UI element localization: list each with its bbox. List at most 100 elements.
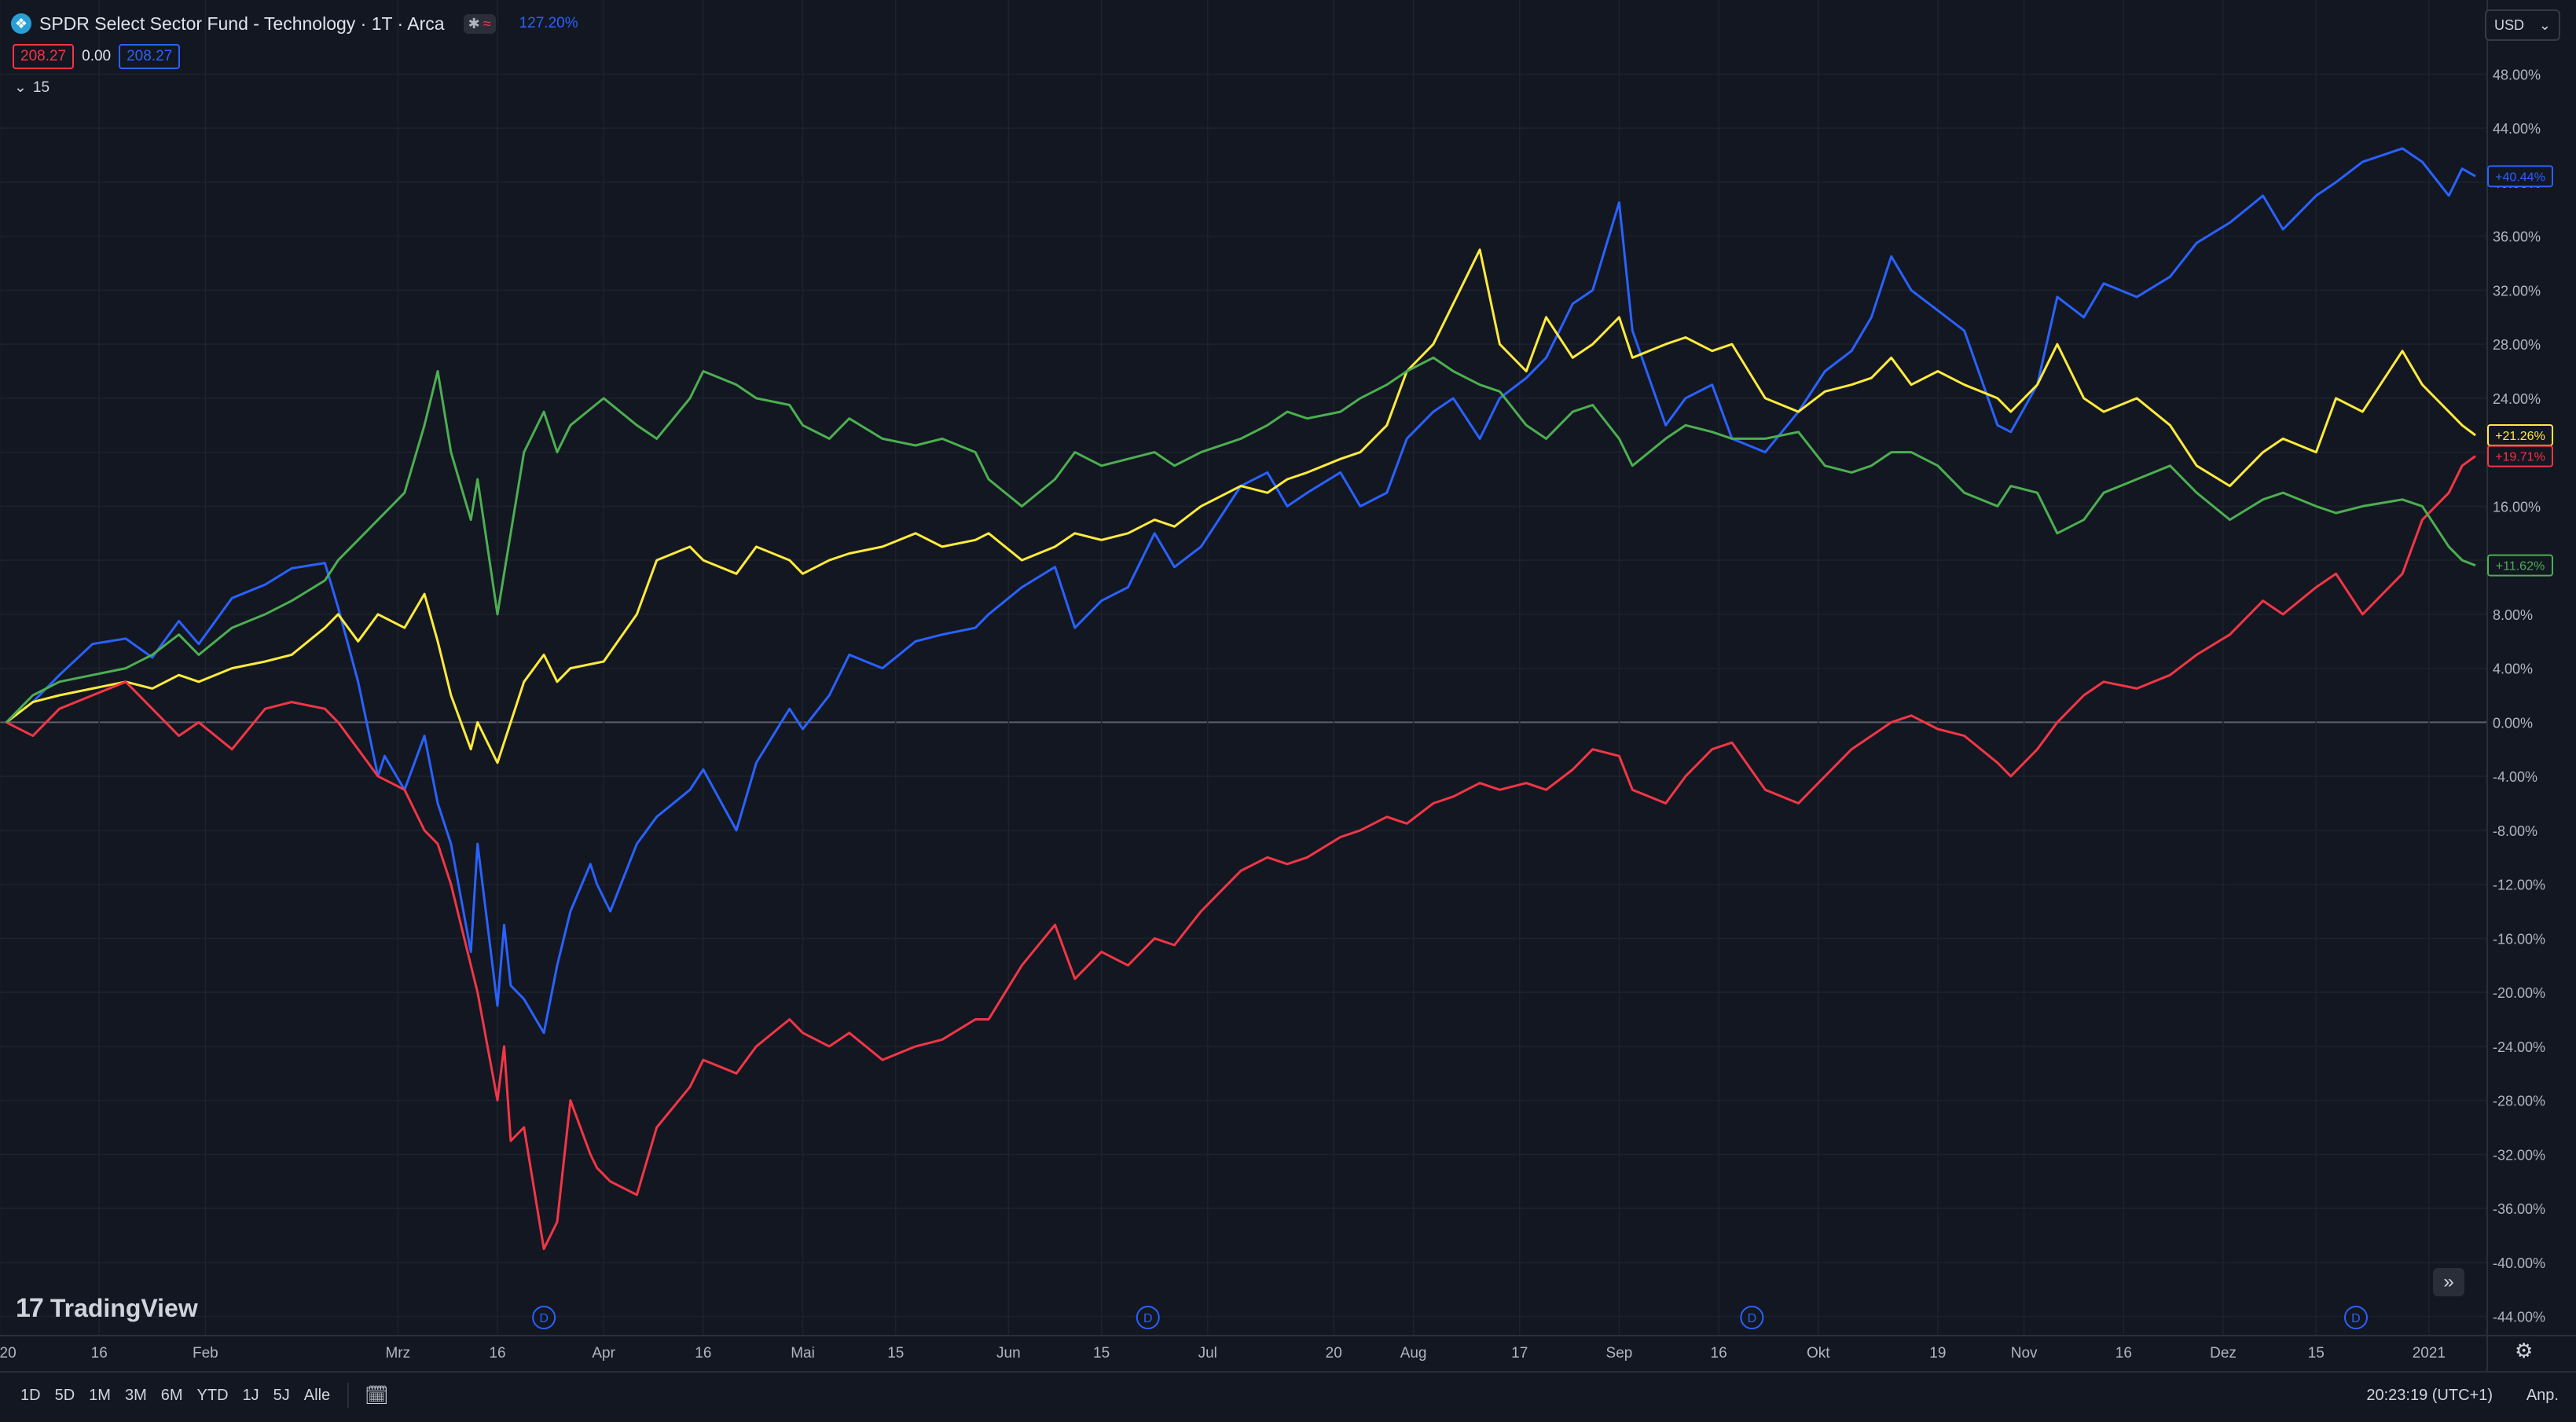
- time-tick-label: 17: [1511, 1345, 1528, 1362]
- price-tick-label: 0.00%: [2493, 715, 2533, 731]
- time-tick-label: 16: [91, 1345, 108, 1362]
- price-tick-label: -16.00%: [2493, 931, 2545, 947]
- price-tick-label: 44.00%: [2493, 121, 2541, 137]
- time-tick-label: 2021: [2413, 1345, 2446, 1362]
- range-ytd-button[interactable]: YTD: [196, 1386, 229, 1404]
- scroll-to-realtime-button[interactable]: »: [2433, 1268, 2464, 1296]
- time-tick-label: 16: [489, 1345, 505, 1362]
- price-tick-label: -28.00%: [2493, 1094, 2545, 1109]
- range-1j-button[interactable]: 1J: [242, 1386, 259, 1404]
- change-value: 0.00: [82, 48, 112, 64]
- open-value: 208.27: [13, 44, 75, 69]
- time-tick-label: Jul: [1198, 1345, 1217, 1362]
- series-line-3: [5, 356, 2476, 724]
- price-tick-label: -36.00%: [2493, 1201, 2545, 1217]
- range-6m-button[interactable]: 6M: [160, 1386, 183, 1404]
- close-value: 208.27: [119, 44, 181, 69]
- tradingview-mark-icon: 17: [16, 1293, 44, 1323]
- price-tick-label: -12.00%: [2493, 878, 2545, 893]
- tradingview-logo[interactable]: 17 TradingView: [16, 1293, 198, 1324]
- price-tick-label: 28.00%: [2493, 337, 2541, 353]
- symbol-legend[interactable]: ❖ SPDR Select Sector Fund - Technology ·…: [11, 9, 578, 38]
- last-value-label-1: +21.26%: [2495, 430, 2545, 443]
- time-tick-label: 16: [695, 1345, 711, 1362]
- series-line-2: [6, 455, 2476, 1251]
- currency-label: USD: [2494, 16, 2525, 33]
- series-lines: [5, 147, 2476, 1251]
- price-axis[interactable]: 48.00%44.00%40.00%36.00%32.00%28.00%24.0…: [2486, 0, 2553, 1371]
- symbol-title[interactable]: SPDR Select Sector Fund - Technology · 1…: [39, 13, 445, 34]
- time-tick-label: 16: [2115, 1345, 2132, 1362]
- time-tick-label: 15: [887, 1345, 904, 1362]
- price-tick-label: 4.00%: [2493, 662, 2533, 677]
- time-tick-label: 2020: [0, 1345, 17, 1362]
- last-value-label-0: +40.44%: [2495, 170, 2545, 184]
- price-tick-label: 36.00%: [2493, 229, 2541, 245]
- calendar-icon[interactable]: 🗓: [365, 1384, 389, 1406]
- dividend-marker-icon: [1136, 1306, 1160, 1329]
- time-tick-label: Dez: [2210, 1345, 2237, 1362]
- time-tick-label: Okt: [1807, 1345, 1830, 1362]
- time-tick-label: Feb: [193, 1345, 218, 1362]
- range-5j-button[interactable]: 5J: [273, 1386, 290, 1404]
- toolbar-divider: [347, 1383, 350, 1408]
- ohlc-values: 208.27 0.00 208.27: [13, 44, 181, 69]
- dividend-marker-icon: [532, 1306, 556, 1329]
- price-tick-label: 48.00%: [2493, 67, 2541, 82]
- dividend-marker-icon: [1740, 1306, 1764, 1329]
- time-tick-label: 19: [1929, 1345, 1946, 1362]
- range-5d-button[interactable]: 5D: [54, 1386, 75, 1404]
- indicator-count: 15: [32, 79, 50, 96]
- price-tick-label: 8.00%: [2493, 607, 2533, 623]
- bottom-toolbar: 1D 5D 1M 3M 6M YTD 1J 5J Alle 🗓 20:23:19…: [0, 1371, 2576, 1418]
- price-tick-label: -20.00%: [2493, 985, 2545, 1001]
- double-chevron-right-icon: »: [2443, 1271, 2454, 1292]
- status-icons[interactable]: ✱ ≈: [463, 13, 496, 34]
- clock[interactable]: 20:23:19 (UTC+1): [2366, 1386, 2493, 1404]
- time-tick-label: 15: [1093, 1345, 1110, 1362]
- time-tick-label: Mai: [791, 1345, 815, 1362]
- dividend-marker-icon: [2343, 1306, 2368, 1329]
- range-1d-button[interactable]: 1D: [20, 1386, 41, 1404]
- range-1m-button[interactable]: 1M: [89, 1386, 111, 1404]
- time-tick-label: 15: [2308, 1345, 2325, 1362]
- dividend-marker-label: D: [2351, 1312, 2361, 1325]
- time-tick-label: 16: [1711, 1345, 1727, 1362]
- compare-percent: 127.20%: [519, 15, 578, 31]
- range-3m-button[interactable]: 3M: [124, 1386, 147, 1404]
- chevron-down-icon: ⌄: [2538, 16, 2551, 33]
- grid: [0, 0, 2487, 1336]
- price-tick-label: -32.00%: [2493, 1147, 2545, 1163]
- dividend-marker-label: D: [539, 1312, 549, 1325]
- price-tick-label: -4.00%: [2493, 769, 2537, 785]
- time-tick-label: Jun: [996, 1345, 1021, 1362]
- snowflake-icon: ✱: [468, 15, 480, 31]
- time-tick-label: Sep: [1606, 1345, 1633, 1362]
- approx-icon: ≈: [483, 15, 491, 31]
- adjust-button[interactable]: Anp.: [2526, 1386, 2559, 1404]
- indicator-toggle[interactable]: ⌄ 15: [14, 79, 50, 97]
- price-tick-label: 24.00%: [2493, 391, 2541, 407]
- time-tick-label: Nov: [2011, 1345, 2038, 1362]
- time-tick-label: 20: [1326, 1345, 1342, 1362]
- settings-gear-icon[interactable]: ⚙: [2515, 1339, 2534, 1362]
- chevron-down-icon: ⌄: [14, 79, 27, 96]
- time-axis[interactable]: 2020 16 Feb Mrz 16 Apr 16 Mai 15 Jun 15 Jul 20 Aug 17 S…: [0, 1335, 2576, 1362]
- last-value-label-2: +19.71%: [2495, 451, 2545, 464]
- last-value-badge-0: [2487, 165, 2553, 188]
- series-line-1: [6, 248, 2476, 764]
- price-tick-label: -44.00%: [2493, 1310, 2545, 1325]
- dividend-marker-label: D: [1143, 1312, 1153, 1325]
- brand-name: TradingView: [50, 1294, 198, 1322]
- last-value-badge-3: [2487, 554, 2553, 577]
- symbol-logo-icon: ❖: [11, 13, 31, 34]
- price-tick-label: -40.00%: [2493, 1255, 2545, 1271]
- time-tick-label: Mrz: [385, 1345, 410, 1362]
- price-tick-label: 32.00%: [2493, 283, 2541, 299]
- currency-select[interactable]: USD ⌄: [2485, 9, 2560, 41]
- range-all-button[interactable]: Alle: [303, 1386, 331, 1404]
- last-value-badge-2: [2487, 445, 2553, 467]
